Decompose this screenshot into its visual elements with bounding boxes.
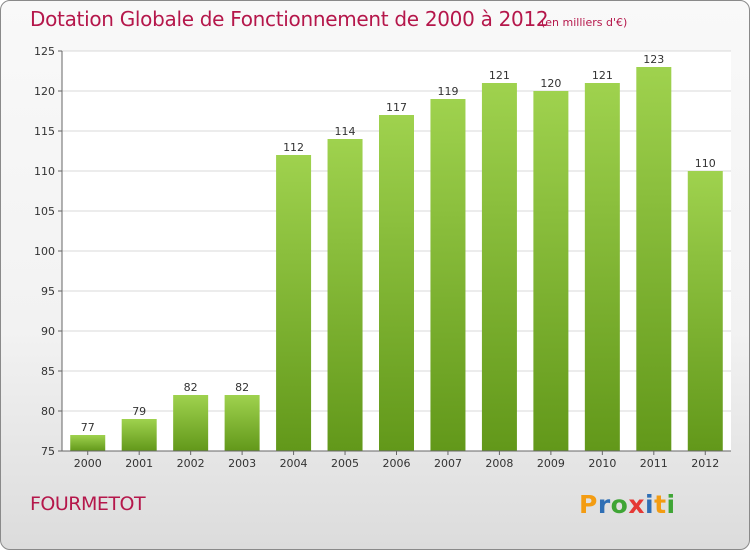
- data-label: 121: [489, 69, 510, 82]
- logo-letter: r: [597, 490, 611, 519]
- bar-2006: [379, 115, 414, 451]
- y-tick-label: 100: [34, 245, 55, 258]
- y-tick-label: 125: [34, 45, 55, 58]
- bar-2012: [687, 171, 723, 451]
- proxiti-logo: Proxiti: [579, 490, 676, 519]
- bar-2005: [327, 139, 363, 451]
- y-tick-label: 120: [34, 85, 55, 98]
- bar-2008: [481, 83, 517, 451]
- bar-2003: [224, 395, 260, 451]
- x-tick-label: 2010: [588, 457, 616, 470]
- y-tick-label: 105: [34, 205, 55, 218]
- bar-2001: [121, 419, 157, 451]
- data-label: 82: [235, 381, 249, 394]
- logo-letter: o: [610, 490, 629, 519]
- data-label: 110: [695, 157, 716, 170]
- data-label: 79: [132, 405, 146, 418]
- data-label: 117: [386, 101, 407, 114]
- x-tick-label: 2006: [383, 457, 411, 470]
- x-tick-label: 2007: [434, 457, 462, 470]
- bar-2010: [584, 83, 620, 451]
- bar-2000: [70, 435, 106, 451]
- x-tick-label: 2011: [640, 457, 668, 470]
- data-label: 112: [283, 141, 304, 154]
- logo-letter: i: [666, 490, 676, 519]
- y-tick-label: 80: [41, 405, 55, 418]
- x-tick-label: 2009: [537, 457, 565, 470]
- x-tick-label: 2004: [280, 457, 308, 470]
- y-tick-label: 85: [41, 365, 55, 378]
- data-label: 119: [437, 85, 458, 98]
- data-label: 123: [643, 53, 664, 66]
- logo-letter: P: [579, 490, 598, 519]
- data-label: 114: [335, 125, 356, 138]
- y-tick-label: 90: [41, 325, 55, 338]
- bar-2004: [276, 155, 312, 451]
- x-tick-label: 2001: [125, 457, 153, 470]
- y-tick-label: 115: [34, 125, 55, 138]
- x-tick-label: 2008: [485, 457, 513, 470]
- bar-2002: [173, 395, 209, 451]
- x-tick-label: 2012: [691, 457, 719, 470]
- logo-letter: x: [628, 490, 645, 519]
- unit-note: (en milliers d'€): [541, 16, 628, 29]
- data-label: 82: [184, 381, 198, 394]
- y-tick-label: 75: [41, 445, 55, 458]
- x-tick-label: 2003: [228, 457, 256, 470]
- data-label: 77: [81, 421, 95, 434]
- commune-name: FOURMETOT: [30, 493, 146, 515]
- chart-title: Dotation Globale de Fonctionnement de 20…: [30, 7, 549, 31]
- data-label: 121: [592, 69, 613, 82]
- logo-letter: t: [654, 490, 667, 519]
- x-tick-label: 2005: [331, 457, 359, 470]
- data-label: 120: [540, 77, 561, 90]
- logo-letter: i: [645, 490, 655, 519]
- x-tick-label: 2000: [74, 457, 102, 470]
- bar-2009: [533, 91, 569, 451]
- x-tick-label: 2002: [177, 457, 205, 470]
- bar-2007: [430, 99, 466, 451]
- bar-2011: [636, 67, 672, 451]
- y-tick-label: 95: [41, 285, 55, 298]
- y-tick-label: 110: [34, 165, 55, 178]
